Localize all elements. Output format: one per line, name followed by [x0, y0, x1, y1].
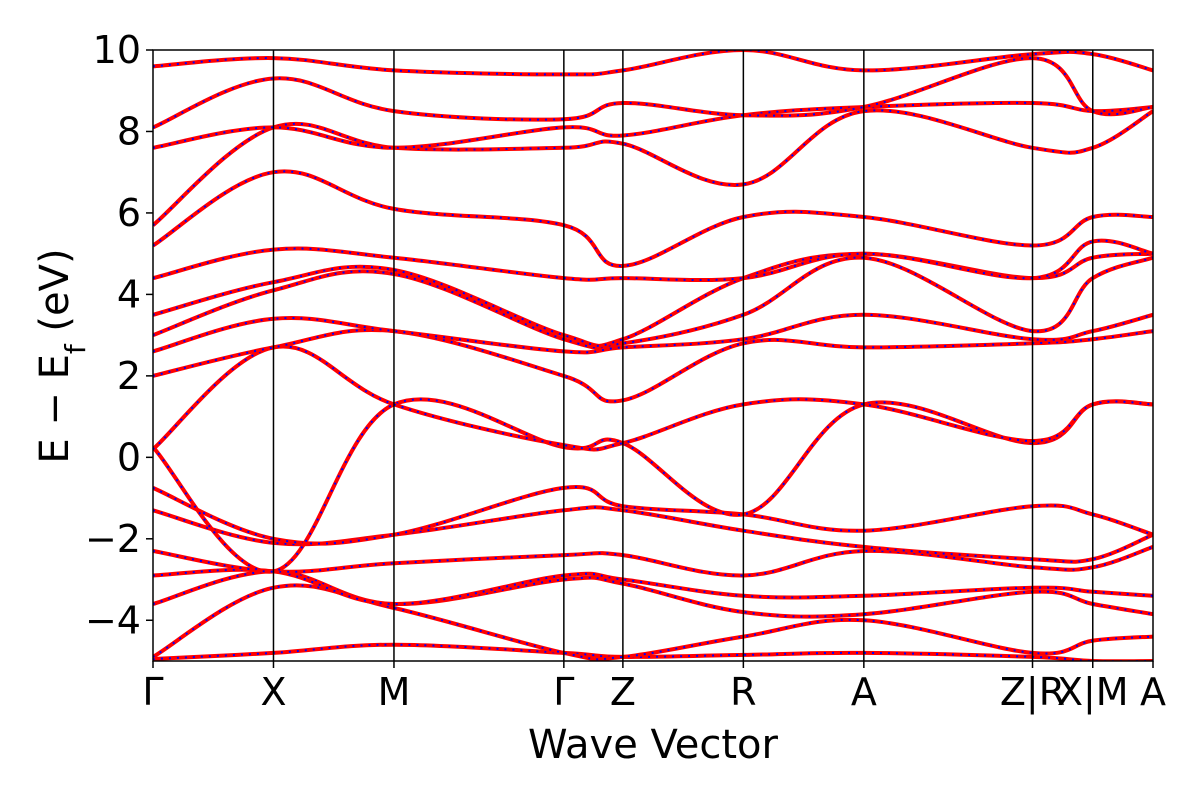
- y-tick-label-0: −4: [85, 598, 141, 642]
- band-11-solid: [153, 255, 1153, 350]
- y-tick-label-1: −2: [85, 517, 141, 561]
- y-axis-title: E − Ef (eV): [32, 248, 92, 463]
- band-15-dashed: [153, 109, 1153, 226]
- y-tick-label-6: 8: [117, 109, 141, 153]
- band-0-solid: [153, 642, 1153, 661]
- band-16-dashed: [153, 101, 1153, 149]
- band-3-dashed: [153, 568, 1153, 606]
- x-tick-label-8: X|M: [1057, 670, 1129, 715]
- x-tick-label-4: Z: [610, 670, 636, 714]
- x-tick-label-6: A: [851, 670, 877, 714]
- x-tick-label-3: Γ: [553, 670, 574, 714]
- x-tick-label-0: Γ: [142, 670, 163, 714]
- y-tick-label-3: 2: [117, 354, 141, 398]
- y-axis-title-subscript: f: [59, 343, 92, 354]
- y-tick-label-5: 6: [117, 191, 141, 235]
- band-4-dashed: [153, 545, 1153, 577]
- y-axis-title-unit: (eV): [32, 248, 78, 344]
- x-axis-title: Wave Vector: [528, 722, 779, 768]
- y-tick-label-7: 10: [93, 28, 141, 72]
- band-8-solid: [153, 344, 1153, 452]
- x-tick-label-9: A: [1140, 670, 1166, 714]
- y-axis-ticks: −4 −2 0 2 4 6 8 10: [85, 28, 153, 642]
- y-tick-label-2: 0: [117, 435, 141, 479]
- x-tick-label-7: Z|R: [1000, 670, 1065, 715]
- band-13-solid: [153, 238, 1153, 283]
- x-tick-label-1: X: [260, 670, 286, 714]
- band-17-dashed: [153, 57, 1153, 129]
- high-symmetry-lines: [272, 50, 1094, 661]
- x-axis-ticks: Γ X M Γ Z R A Z|RX|M A: [142, 661, 1166, 715]
- y-axis-title-main: E − E: [32, 354, 78, 464]
- x-tick-label-5: R: [730, 670, 756, 714]
- band-14-solid: [153, 169, 1153, 268]
- x-tick-label-2: M: [378, 670, 411, 714]
- y-tick-label-4: 4: [117, 272, 141, 316]
- plot-frame: [152, 49, 1154, 662]
